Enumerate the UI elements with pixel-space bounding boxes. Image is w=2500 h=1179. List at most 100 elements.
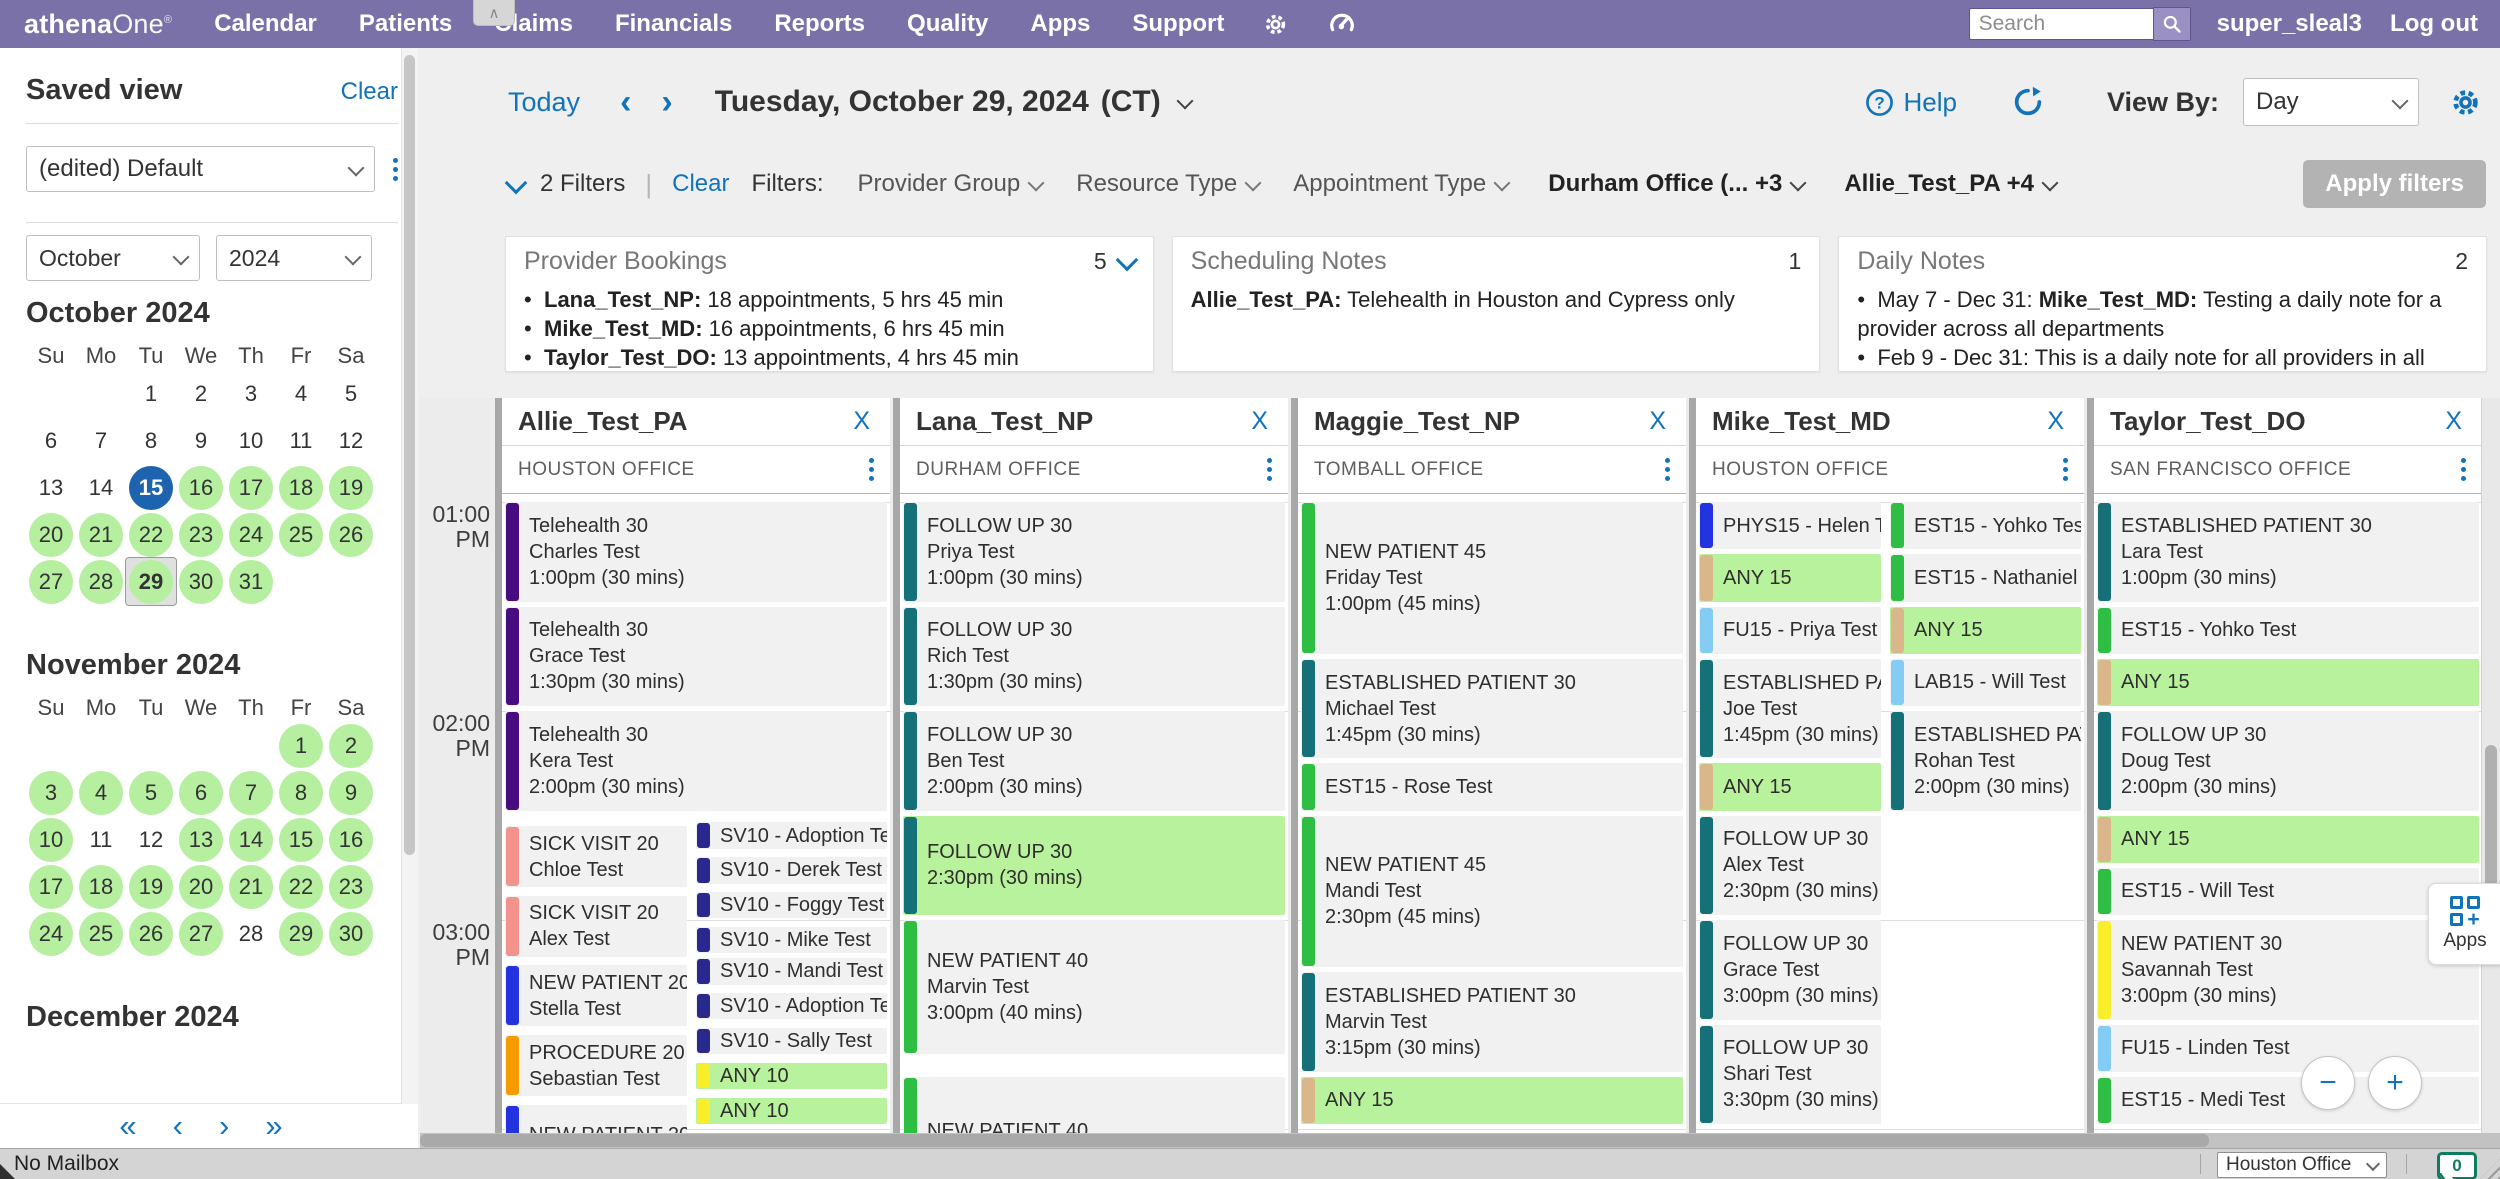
mini-day-8[interactable]: 8 (126, 417, 176, 464)
horizontal-scrollbar[interactable] (420, 1133, 2500, 1148)
appointment-card[interactable]: LAB15 - Will Test (1890, 658, 2081, 706)
active-filter[interactable]: Allie_Test_PA +4 (1844, 170, 2059, 198)
search-input[interactable] (1968, 8, 2153, 40)
mini-day-2[interactable]: 2 (176, 370, 226, 417)
panel-chevron-down-icon[interactable] (1115, 248, 1138, 272)
mini-day-26[interactable]: 26 (326, 511, 376, 558)
mini-day-10[interactable]: 10 (26, 816, 76, 863)
mini-day-30[interactable]: 30 (326, 910, 376, 957)
search-button[interactable] (2152, 7, 2191, 41)
appointment-card[interactable]: Telehealth 30 Charles Test 1:00pm (30 mins… (505, 502, 887, 602)
mini-day-14[interactable]: 14 (76, 464, 126, 511)
mini-day-18[interactable]: 18 (76, 863, 126, 910)
current-date-label[interactable]: Tuesday, October 29, 2024 (714, 85, 1089, 118)
mini-day-14[interactable]: 14 (226, 816, 276, 863)
appointment-card[interactable]: SV10 - Derek Test (696, 857, 887, 884)
mini-day-7[interactable]: 7 (76, 417, 126, 464)
mini-day-27[interactable]: 27 (176, 910, 226, 957)
close-column-icon[interactable]: X (2047, 407, 2064, 435)
mini-day-10[interactable]: 10 (226, 417, 276, 464)
mini-day-31[interactable]: 31 (226, 558, 276, 605)
settings-gear-icon[interactable] (2449, 86, 2482, 119)
nav-item-financials[interactable]: Financials (614, 10, 733, 37)
mini-day-9[interactable]: 9 (176, 417, 226, 464)
sidebar-scrollbar[interactable] (401, 48, 418, 1104)
appointment-card[interactable]: FOLLOW UP 30 Shari Test 3:30pm (30 mins) (1699, 1024, 1881, 1124)
mini-day-6[interactable]: 6 (176, 769, 226, 816)
appointment-card[interactable]: SV10 - Adoption Test (696, 993, 887, 1020)
appointment-card[interactable]: FOLLOW UP 30 Rich Test 1:30pm (30 mins) (903, 606, 1285, 706)
mini-day-15[interactable]: 15 (276, 816, 326, 863)
mini-day-12[interactable]: 12 (126, 816, 176, 863)
column-kebab-menu[interactable] (1267, 458, 1272, 481)
open-slot[interactable]: ANY 15 (1699, 763, 1881, 811)
column-kebab-menu[interactable] (869, 458, 874, 481)
horizontal-scroll-thumb[interactable] (420, 1134, 2209, 1147)
appointment-card[interactable]: NEW PATIENT 40Daniel Test (903, 1076, 1285, 1133)
mini-day-17[interactable]: 17 (26, 863, 76, 910)
appointment-card[interactable]: SV10 - Foggy Test (696, 892, 887, 919)
appointment-card[interactable]: SV10 - Adoption Test (696, 822, 887, 849)
mini-day-28[interactable]: 28 (76, 558, 126, 605)
pager-last-icon[interactable]: » (265, 1108, 283, 1143)
appointment-card[interactable]: FOLLOW UP 30 Alex Test 2:30pm (30 mins) (1699, 815, 1881, 915)
active-filter[interactable]: Durham Office (... +3 (1548, 170, 1807, 198)
appointment-card[interactable]: ESTABLISHED PATIENT 30 Michael Test 1:45pm… (1301, 658, 1683, 759)
filters-count[interactable]: 2 Filters (540, 170, 626, 197)
mini-day-26[interactable]: 26 (126, 910, 176, 957)
appointment-card[interactable]: FOLLOW UP 30 Doug Test 2:00pm (30 mins) (2097, 711, 2479, 811)
nav-item-patients[interactable]: Patients (358, 10, 453, 37)
mini-day-23[interactable]: 23 (326, 863, 376, 910)
mini-day-29[interactable]: 29 (125, 557, 177, 606)
appointment-card[interactable]: FOLLOW UP 30 Ben Test 2:00pm (30 mins) (903, 711, 1285, 811)
mini-day-21[interactable]: 21 (76, 511, 126, 558)
filter-dropdown-resource-type[interactable]: Resource Type (1076, 170, 1262, 198)
mini-day-21[interactable]: 21 (226, 863, 276, 910)
mini-day-3[interactable]: 3 (26, 769, 76, 816)
mini-day-8[interactable]: 8 (276, 769, 326, 816)
appointment-card[interactable]: EST15 - Nathaniel Test (1890, 554, 2081, 602)
mini-day-3[interactable]: 3 (226, 370, 276, 417)
open-slot[interactable]: ANY 15 (1301, 1076, 1683, 1124)
open-slot[interactable]: ANY 15 (1699, 554, 1881, 602)
mini-day-11[interactable]: 11 (276, 417, 326, 464)
pager-prev-icon[interactable]: ‹ (172, 1108, 183, 1143)
mini-day-19[interactable]: 19 (326, 464, 376, 511)
year-dropdown[interactable]: 2024 (216, 235, 372, 281)
mini-day-1[interactable]: 1 (126, 370, 176, 417)
mini-day-19[interactable]: 19 (126, 863, 176, 910)
apps-flyout-button[interactable]: + Apps (2428, 883, 2500, 965)
mini-day-22[interactable]: 22 (276, 863, 326, 910)
prev-day-icon[interactable]: ‹ (620, 83, 632, 121)
close-column-icon[interactable]: X (853, 407, 870, 435)
date-chevron-down-icon[interactable] (1176, 92, 1194, 109)
mini-day-17[interactable]: 17 (226, 464, 276, 511)
appointment-card[interactable]: EST15 - Yohko Test (1890, 502, 2081, 550)
mini-day-30[interactable]: 30 (176, 558, 226, 605)
appointment-card[interactable]: ESTABLISHED PATIENT 30 Lara Test 1:00pm (3… (2097, 502, 2479, 602)
open-slot[interactable]: ANY 10 (696, 1062, 887, 1090)
mini-day-24[interactable]: 24 (226, 511, 276, 558)
appointment-card[interactable]: ESTABLISHED PATIENT 30 Joe Test 1:45pm (30… (1699, 658, 1881, 759)
refresh-icon[interactable] (2011, 85, 2045, 119)
appointment-card[interactable]: ESTABLISHED PATIENT 30 Rohan Test 2:00pm (… (1890, 711, 2081, 811)
appointment-card[interactable]: SICK VISIT 20 Alex Test (505, 895, 687, 957)
nav-gauge-icon[interactable] (1327, 9, 1357, 39)
mini-day-28[interactable]: 28 (226, 910, 276, 957)
month-dropdown[interactable]: October (26, 235, 200, 281)
close-column-icon[interactable]: X (1251, 407, 1268, 435)
mini-day-27[interactable]: 27 (26, 558, 76, 605)
appointment-card[interactable]: EST15 - Yohko Test (2097, 606, 2479, 654)
mini-day-13[interactable]: 13 (26, 464, 76, 511)
footer-office-dropdown[interactable]: Houston Office (2217, 1152, 2387, 1178)
close-column-icon[interactable]: X (2445, 407, 2462, 435)
mini-day-9[interactable]: 9 (326, 769, 376, 816)
appointment-card[interactable]: NEW PATIENT 45 Mandi Test 2:30pm (45 mins) (1301, 815, 1683, 968)
appointment-card[interactable]: FU15 - Linden Test (2097, 1024, 2479, 1072)
mini-day-11[interactable]: 11 (76, 816, 126, 863)
pager-next-icon[interactable]: › (219, 1108, 230, 1143)
appointment-card[interactable]: NEW PATIENT 20 Stella Test (505, 965, 687, 1027)
appointment-card[interactable]: PROCEDURE 20 Sebastian Test (505, 1034, 687, 1097)
mini-day-13[interactable]: 13 (176, 816, 226, 863)
appointment-card[interactable]: SV10 - Mandi Test (696, 958, 887, 985)
